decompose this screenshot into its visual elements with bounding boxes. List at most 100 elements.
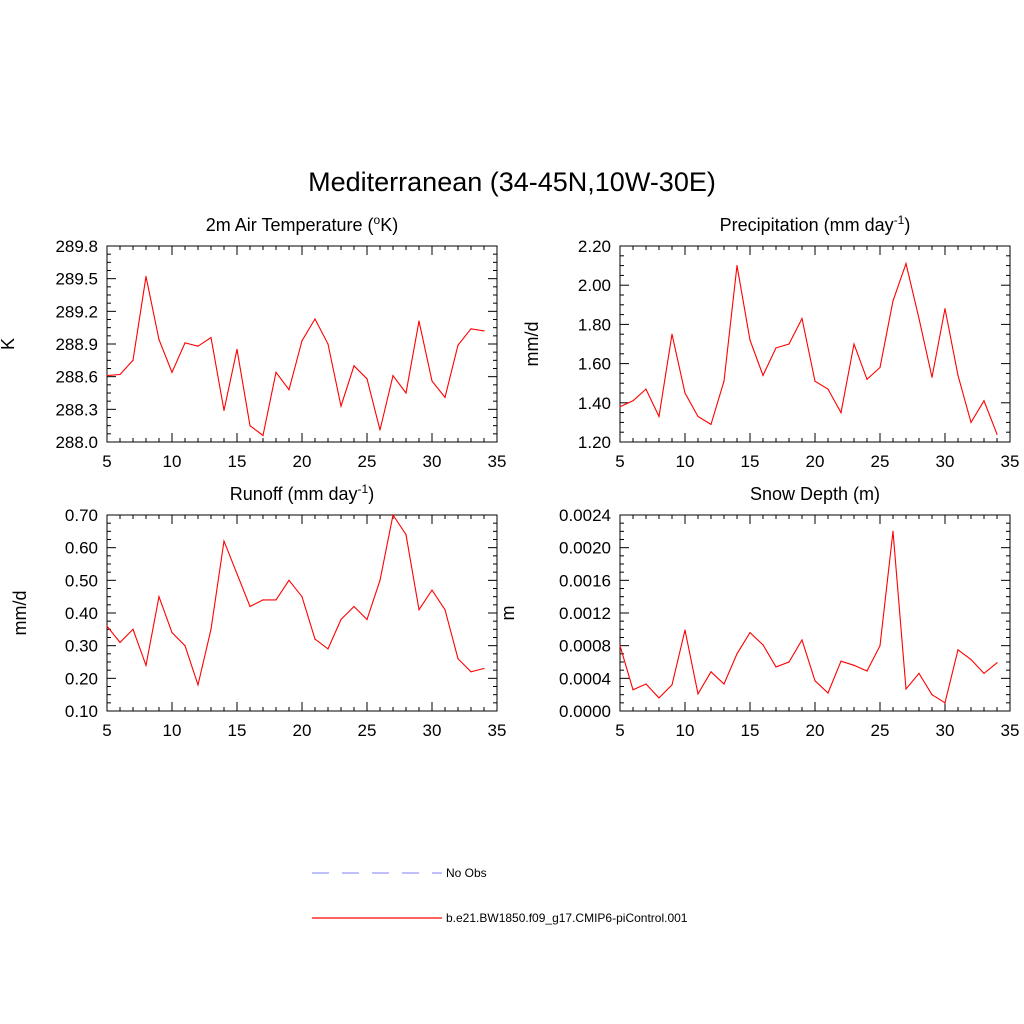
data-point-x11 <box>697 415 699 418</box>
y-tick-label-0-0020: 0.0020 <box>559 539 611 558</box>
panel-title: Snow Depth (m) <box>750 484 880 504</box>
x-tick-label-15: 15 <box>228 721 247 740</box>
data-point-x12 <box>710 423 712 425</box>
y-tick-label-289-5: 289.5 <box>55 270 98 289</box>
x-tick-label-25: 25 <box>871 452 890 471</box>
data-point-x26 <box>892 530 894 532</box>
data-point-x5 <box>106 625 108 627</box>
x-tick-label-30: 30 <box>936 452 955 471</box>
data-point-x8 <box>658 697 660 699</box>
data-point-x12 <box>197 684 199 686</box>
data-point-x6 <box>119 373 121 376</box>
data-point-x7 <box>645 388 647 390</box>
x-tick-label-10: 10 <box>163 452 182 471</box>
data-point-x19 <box>801 639 803 641</box>
x-tick-label-10: 10 <box>676 721 695 740</box>
x-tick-label-20: 20 <box>293 452 312 471</box>
data-point-x10 <box>684 629 686 631</box>
data-point-x11 <box>697 693 699 695</box>
data-point-x20 <box>814 680 816 682</box>
x-tick-label-15: 15 <box>741 452 760 471</box>
data-point-x14 <box>223 409 225 411</box>
panel-title-superscript: -1 <box>894 213 905 227</box>
data-point-x6 <box>632 689 634 691</box>
x-tick-label-5: 5 <box>615 721 624 740</box>
plot-frame <box>619 514 1011 712</box>
y-tick-label-2-20: 2.20 <box>578 237 611 256</box>
data-point-x32 <box>457 344 459 346</box>
panel-3: Runoff (mm day-1) mm/d 5 10 15 20 25 30 35 0.10 0.… <box>10 482 506 740</box>
data-point-x29 <box>931 694 933 696</box>
data-point-x16 <box>249 425 251 427</box>
x-tick-label-30: 30 <box>423 452 442 471</box>
data-point-x28 <box>918 317 920 320</box>
x-tick-label-35: 35 <box>1001 452 1020 471</box>
y-tick-label-0-0004: 0.0004 <box>559 669 611 688</box>
data-point-x34 <box>996 433 998 435</box>
panel-title-text: Runoff (mm day <box>230 484 358 504</box>
data-point-x27 <box>392 375 394 377</box>
data-point-x33 <box>983 400 985 402</box>
data-point-x30 <box>944 308 946 310</box>
data-point-x18 <box>788 661 790 663</box>
data-point-x31 <box>444 609 446 611</box>
data-point-x14 <box>736 653 738 655</box>
x-tick-label-5: 5 <box>102 721 111 740</box>
data-point-x14 <box>223 540 225 542</box>
y-tick-label-288-6: 288.6 <box>55 368 98 387</box>
data-point-x17 <box>775 666 777 668</box>
x-tick-label-20: 20 <box>806 721 825 740</box>
x-tick-label-10: 10 <box>676 452 695 471</box>
data-point-x13 <box>723 683 725 685</box>
data-point-x32 <box>970 658 972 661</box>
x-tick-label-15: 15 <box>741 721 760 740</box>
plot-frame <box>106 514 498 712</box>
data-point-x25 <box>879 645 881 647</box>
panel-title: Precipitation (mm day-1) <box>720 213 911 235</box>
x-tick-label-5: 5 <box>615 452 624 471</box>
data-point-x30 <box>431 380 433 382</box>
data-point-x26 <box>379 429 381 431</box>
data-point-x32 <box>970 421 972 423</box>
panel-1: 2m Air Temperature (oK) K 5 10 15 20 25 30 35 288… <box>0 213 506 471</box>
data-point-x18 <box>275 371 277 373</box>
x-tick-label-20: 20 <box>806 452 825 471</box>
data-point-x5 <box>619 645 621 647</box>
data-point-x8 <box>658 415 660 418</box>
data-point-x7 <box>132 628 134 630</box>
data-point-x5 <box>619 406 621 408</box>
data-point-x21 <box>314 318 316 320</box>
data-point-x13 <box>210 336 212 339</box>
panel-4: Snow Depth (m) m 5 10 15 20 25 30 35 0.0000 0.0004… <box>498 484 1019 740</box>
y-tick-label-289-2: 289.2 <box>55 302 98 321</box>
x-tick-label-25: 25 <box>358 721 377 740</box>
legend-label-model: b.e21.BW1850.f09_g17.CMIP6-piControl.001 <box>446 911 688 925</box>
data-point-x28 <box>405 392 407 394</box>
data-point-x20 <box>301 340 303 342</box>
y-tick-label-0-60: 0.60 <box>65 539 98 558</box>
data-point-x6 <box>119 641 121 644</box>
y-axis-label: mm/d <box>10 591 30 636</box>
data-point-x32 <box>457 658 459 660</box>
x-tick-label-30: 30 <box>936 721 955 740</box>
y-tick-label-0-0012: 0.0012 <box>559 604 611 623</box>
data-point-x17 <box>262 434 264 437</box>
data-point-x21 <box>314 638 316 640</box>
data-point-x13 <box>723 380 725 382</box>
legend: No Obs b.e21.BW1850.f09_g17.CMIP6-piCont… <box>312 866 688 925</box>
data-point-x23 <box>340 618 342 621</box>
y-tick-label-0-70: 0.70 <box>65 506 98 525</box>
y-tick-label-0-0008: 0.0008 <box>559 637 611 656</box>
figure-title: Mediterranean (34-45N,10W-30E) <box>308 167 716 197</box>
panel-title-text: 2m Air Temperature ( <box>206 215 374 235</box>
data-point-x7 <box>645 683 647 685</box>
panel-title-superscript: -1 <box>358 482 369 496</box>
data-point-x15 <box>236 348 238 350</box>
data-point-x8 <box>145 664 147 666</box>
data-point-x14 <box>736 265 738 267</box>
data-point-x29 <box>418 609 420 611</box>
panel-grid: 2m Air Temperature (oK) K 5 10 15 20 25 30 35 288… <box>0 213 1019 740</box>
data-point-x21 <box>827 692 829 694</box>
series-line-1 <box>106 513 485 687</box>
data-point-x30 <box>431 589 433 591</box>
